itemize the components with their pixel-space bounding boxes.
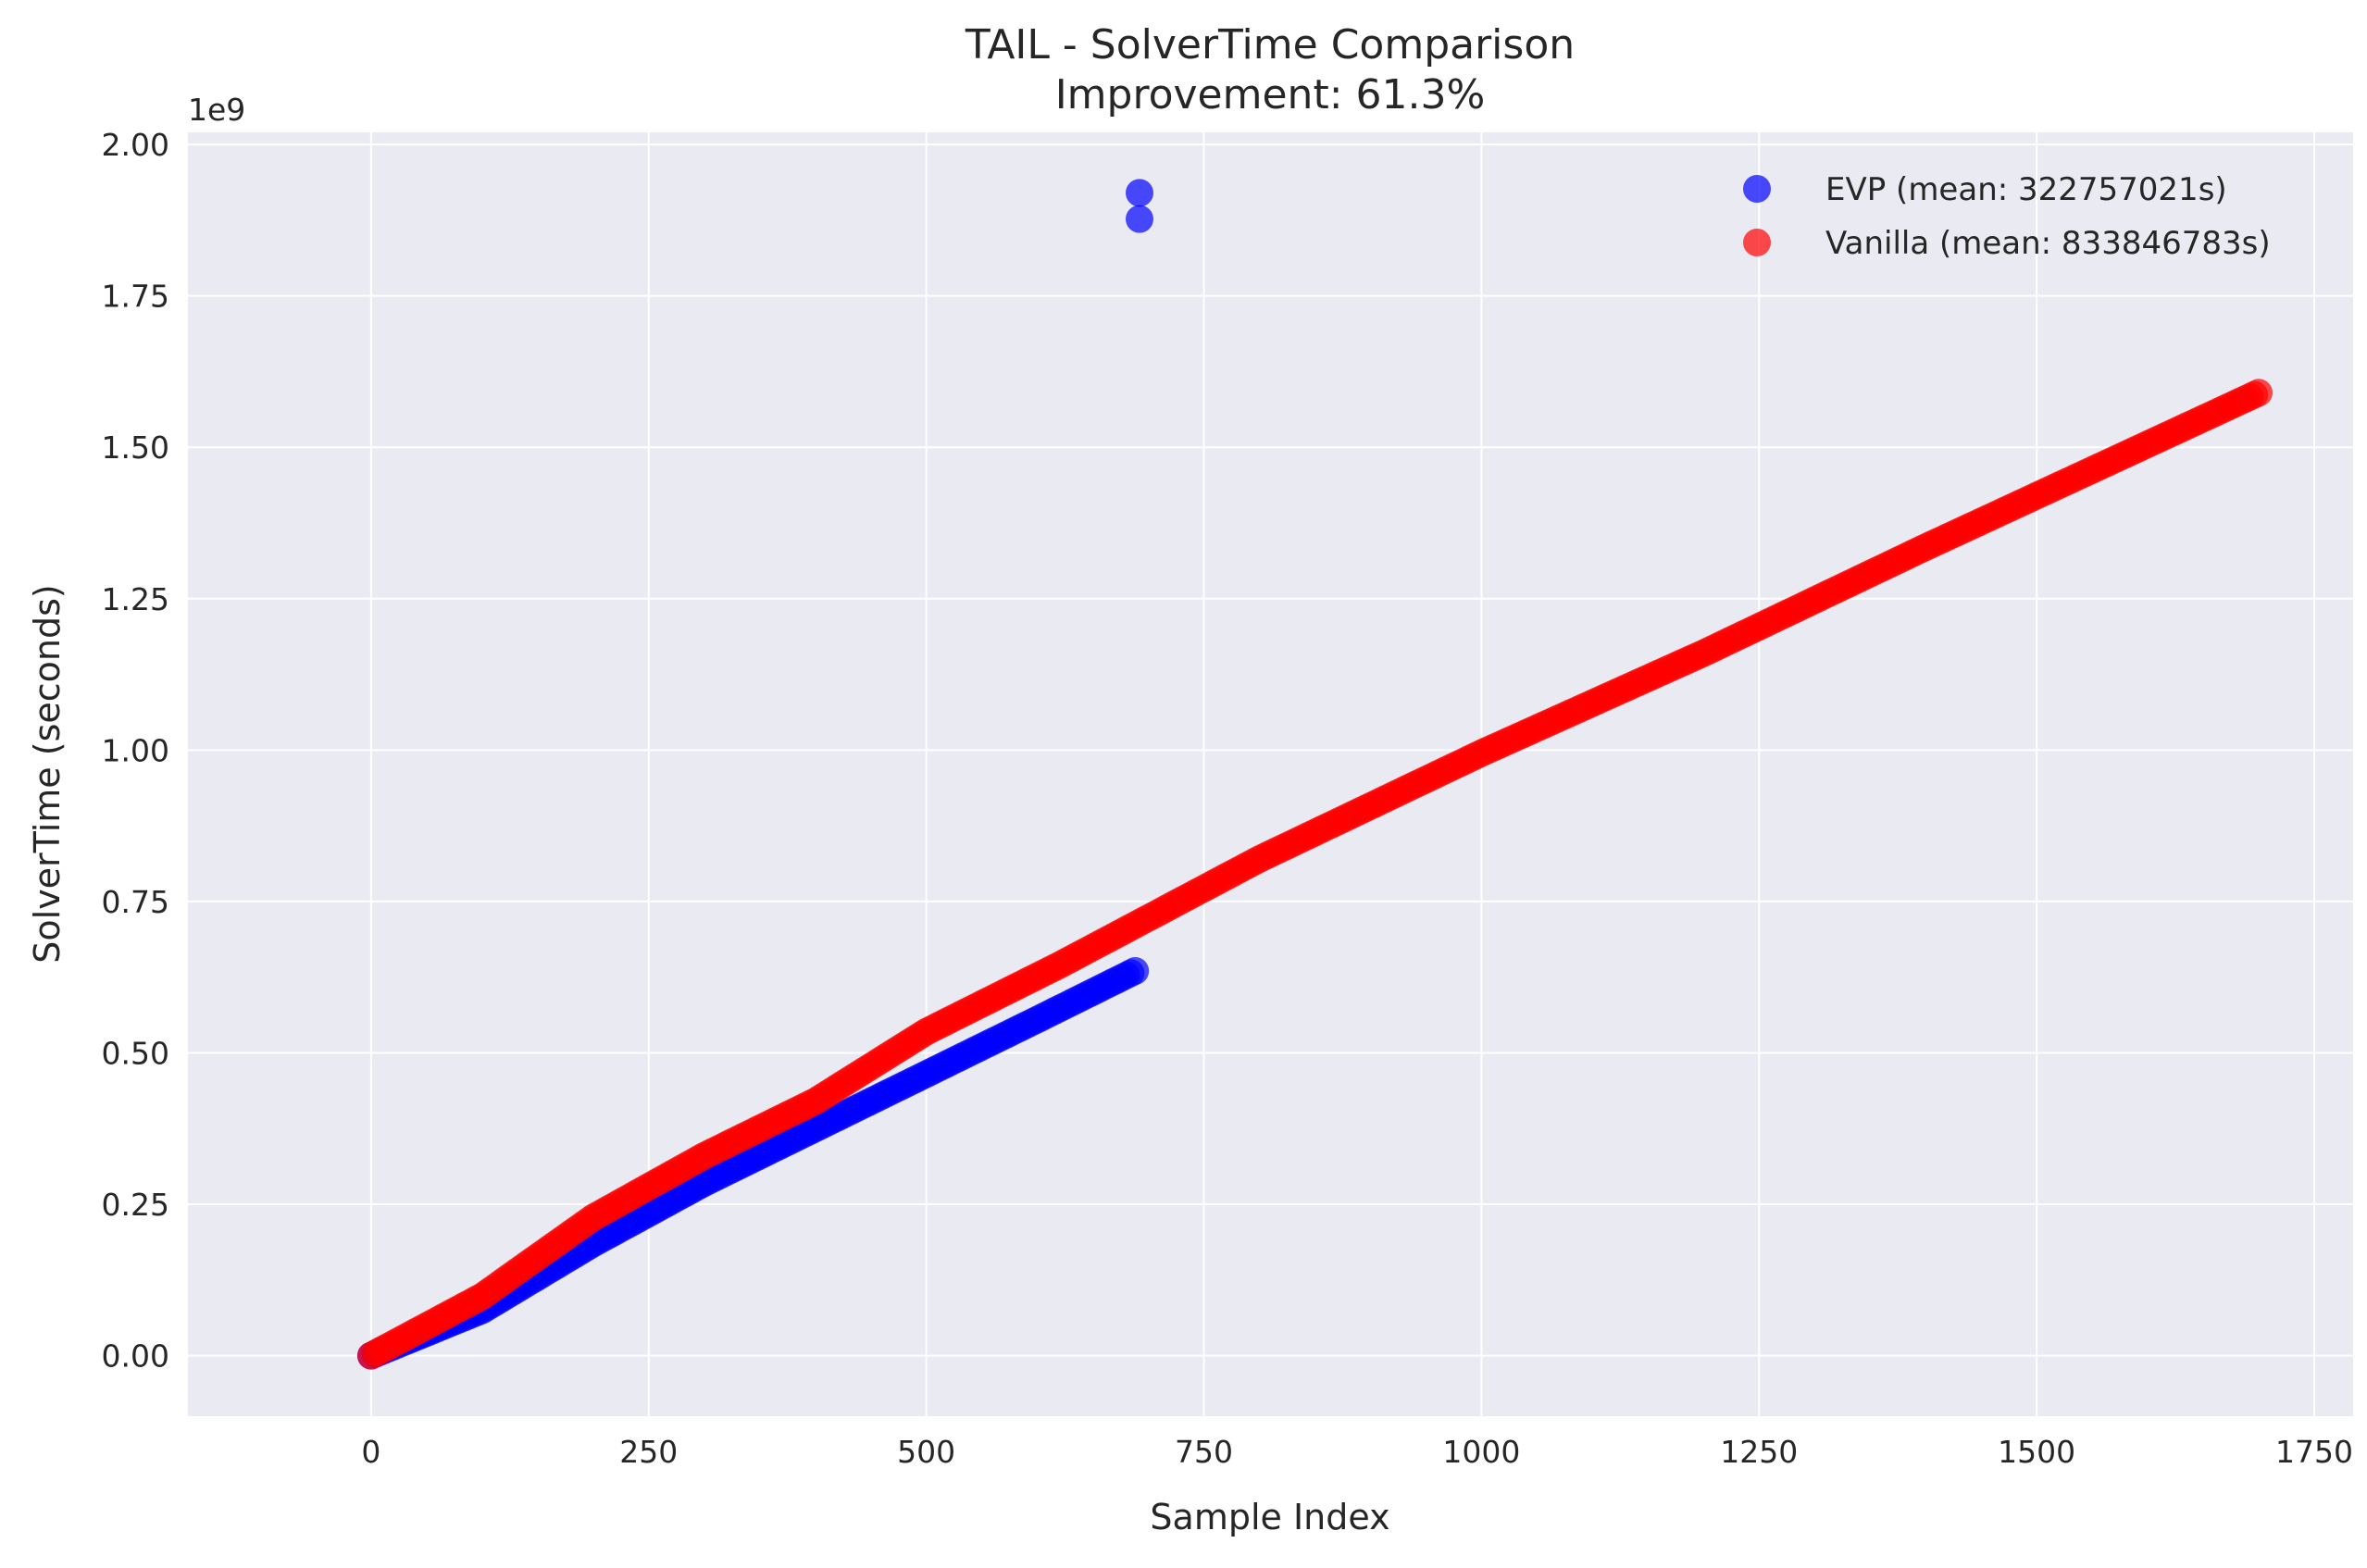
data-points: [356, 179, 2273, 1370]
series-1-points: [356, 379, 2273, 1370]
y-tick-label: 1.00: [102, 732, 169, 768]
y-tick-label: 0.25: [102, 1187, 169, 1223]
y-tick-label: 1.25: [102, 581, 169, 617]
x-tick-label: 500: [897, 1434, 955, 1470]
x-tick-label: 1750: [2275, 1434, 2353, 1470]
x-tick-labels: 0 250 500 750 1000 1250 1500 1750: [361, 1434, 2353, 1470]
outlier-point: [1126, 179, 1153, 207]
data-point: [2245, 379, 2273, 407]
x-tick-label: 0: [361, 1434, 380, 1470]
y-axis-label: SolverTime (seconds): [27, 584, 68, 963]
y-tick-label: 2.00: [102, 127, 169, 163]
grid-lines: [188, 132, 2353, 1416]
y-tick-label: 1.75: [102, 279, 169, 315]
y-tick-label: 0.00: [102, 1338, 169, 1375]
x-axis-label: Sample Index: [1150, 1497, 1389, 1537]
data-point: [1121, 957, 1150, 985]
x-tick-label: 1500: [1998, 1434, 2075, 1470]
outlier-point: [1126, 205, 1153, 233]
legend: EVP (mean: 322757021s) Vanilla (mean: 83…: [1743, 171, 2271, 262]
legend-label-vanilla: Vanilla (mean: 833846783s): [1825, 225, 2271, 262]
y-tick-label: 1.50: [102, 429, 169, 466]
chart-subtitle: Improvement: 61.3%: [1055, 71, 1486, 118]
y-tick-label: 0.75: [102, 884, 169, 920]
y-tick-label: 0.50: [102, 1035, 169, 1071]
y-axis-offset-label: 1e9: [188, 92, 245, 128]
legend-marker-vanilla: [1743, 229, 1771, 256]
chart-title: TAIL - SolverTime Comparison: [965, 21, 1575, 68]
plot-area-background: [188, 132, 2353, 1416]
y-tick-labels: 0.00 0.25 0.50 0.75 1.00 1.25 1.50 1.75 2.00: [102, 127, 169, 1374]
x-tick-label: 1000: [1442, 1434, 1520, 1470]
legend-marker-evp: [1743, 175, 1771, 203]
x-tick-label: 750: [1175, 1434, 1233, 1470]
x-tick-label: 1250: [1720, 1434, 1798, 1470]
x-tick-label: 250: [619, 1434, 678, 1470]
legend-label-evp: EVP (mean: 322757021s): [1825, 171, 2227, 208]
